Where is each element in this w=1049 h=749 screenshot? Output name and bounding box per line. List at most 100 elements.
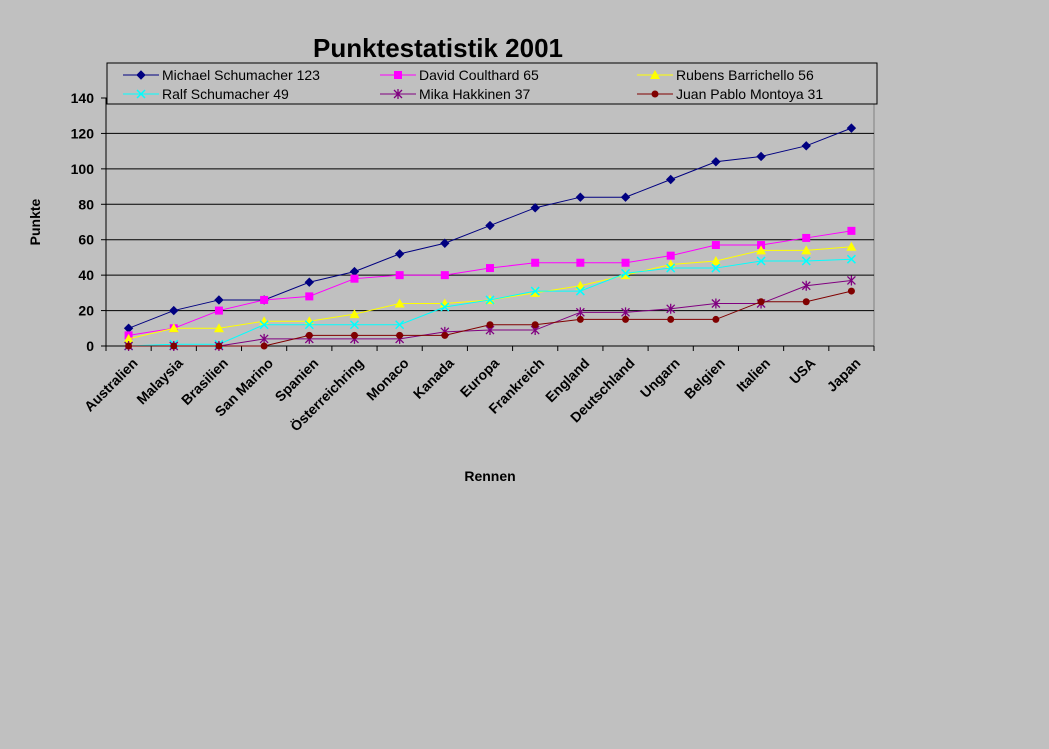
- y-axis: 0 20 40 60 80 100 120 140: [71, 90, 107, 354]
- data-point: [650, 70, 660, 79]
- x-tick-label: Malaysia: [133, 355, 186, 408]
- data-point: [665, 174, 676, 185]
- x-tick-label: Kanada: [410, 355, 457, 402]
- legend-label: Michael Schumacher 123: [162, 67, 320, 83]
- data-point: [440, 271, 449, 280]
- data-point: [576, 258, 585, 267]
- x-tick-label: Monaco: [363, 355, 412, 404]
- data-point: [485, 295, 495, 305]
- legend-label: Ralf Schumacher 49: [162, 86, 289, 102]
- data-point: [168, 323, 179, 333]
- data-point: [575, 280, 586, 290]
- legend-label: Juan Pablo Montoya 31: [676, 86, 823, 102]
- data-point: [711, 263, 721, 273]
- data-point: [259, 333, 269, 344]
- data-point: [136, 89, 146, 99]
- data-point: [170, 342, 178, 350]
- legend-item: Ralf Schumacher 49: [123, 86, 289, 102]
- legend-box: [106, 62, 878, 105]
- data-point: [485, 220, 495, 231]
- series-group: [123, 123, 857, 351]
- y-tick-label: 120: [71, 125, 95, 141]
- data-point: [259, 320, 269, 330]
- data-point: [710, 255, 721, 265]
- data-point: [711, 241, 720, 250]
- data-point: [575, 286, 585, 296]
- data-point: [711, 298, 721, 309]
- data-point: [801, 245, 812, 255]
- legend-item: Mika Hakkinen 37: [380, 86, 530, 102]
- data-point: [349, 320, 360, 330]
- legend-label: Rubens Barrichello 56: [676, 67, 814, 83]
- data-point: [757, 298, 765, 306]
- x-tick-label: USA: [786, 355, 818, 387]
- data-point: [441, 331, 449, 339]
- data-point: [530, 203, 540, 213]
- data-point: [621, 307, 630, 318]
- data-point: [756, 151, 766, 162]
- x-tick-label: Australien: [81, 355, 141, 415]
- data-point: [531, 258, 540, 267]
- data-point: [486, 321, 494, 329]
- x-tick-label: Ungarn: [637, 355, 683, 401]
- data-point: [169, 305, 179, 316]
- data-point: [756, 245, 767, 255]
- data-point: [802, 298, 810, 306]
- y-tick-label: 140: [71, 90, 95, 106]
- data-point: [666, 251, 675, 260]
- chart-title: Punktestatistik 2001: [313, 33, 563, 63]
- data-point: [395, 320, 405, 330]
- data-point: [304, 320, 314, 330]
- data-point: [801, 280, 811, 291]
- data-point: [622, 315, 630, 323]
- data-point: [667, 315, 675, 323]
- data-point: [846, 275, 856, 286]
- data-point: [349, 309, 360, 319]
- y-tick-label: 100: [71, 161, 95, 177]
- data-point: [213, 323, 224, 333]
- data-point: [395, 271, 404, 280]
- data-point: [440, 238, 450, 248]
- y-tick-label: 80: [78, 196, 94, 212]
- data-point: [757, 241, 766, 250]
- data-point: [620, 192, 631, 202]
- data-point: [846, 254, 856, 264]
- legend: Michael Schumacher 123 David Coulthard 65…: [123, 67, 823, 102]
- x-tick-label: Japan: [824, 355, 864, 395]
- x-tick-label: Europa: [457, 355, 503, 401]
- legend-item: David Coulthard 65: [380, 67, 539, 83]
- data-point: [136, 70, 146, 80]
- data-point: [651, 90, 659, 98]
- data-point: [846, 123, 857, 133]
- x-tick-label: Belgien: [681, 355, 728, 402]
- data-point: [756, 256, 766, 266]
- data-point: [712, 315, 720, 323]
- data-point: [393, 89, 403, 99]
- data-point: [576, 315, 584, 323]
- legend-item: Michael Schumacher 123: [123, 67, 320, 83]
- legend-item: Rubens Barrichello 56: [637, 67, 814, 83]
- data-point: [666, 263, 676, 273]
- series-4: [124, 254, 856, 351]
- data-point: [620, 268, 631, 278]
- data-point: [394, 71, 402, 79]
- data-point: [847, 287, 855, 295]
- data-point: [531, 321, 539, 329]
- data-point: [394, 298, 405, 308]
- data-point: [575, 192, 586, 202]
- data-point: [394, 249, 405, 259]
- data-point: [846, 241, 857, 251]
- data-point: [214, 306, 223, 315]
- x-tick-label: Italien: [733, 355, 773, 395]
- series-2: [124, 226, 856, 340]
- data-point: [711, 157, 721, 167]
- data-point: [486, 264, 494, 273]
- data-point: [214, 295, 224, 305]
- data-point: [802, 233, 811, 242]
- data-point: [260, 342, 268, 350]
- data-point: [621, 258, 630, 267]
- legend-label: Mika Hakkinen 37: [419, 86, 530, 102]
- data-point: [666, 303, 676, 314]
